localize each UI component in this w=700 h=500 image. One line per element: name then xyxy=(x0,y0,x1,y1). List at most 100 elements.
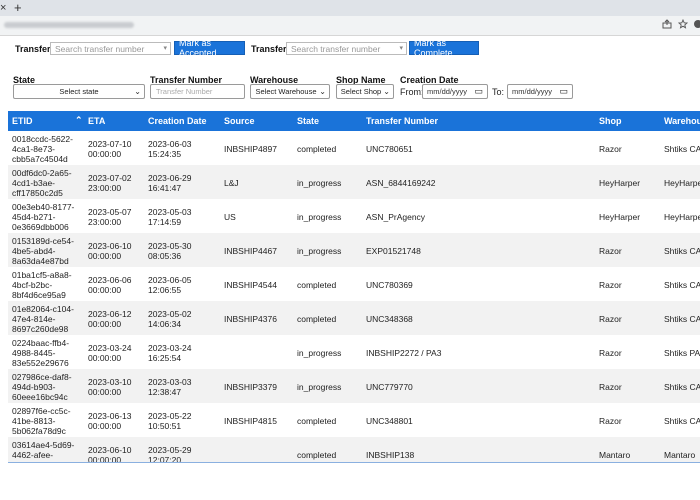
cell-shop: Razor xyxy=(599,348,622,358)
table-row[interactable]: 02897f6e-cc5c- 41be-8813- 5b062fa78d9c 2023… xyxy=(8,403,700,437)
share-icon[interactable] xyxy=(661,19,673,31)
cell-eta: 2023-07-10 xyxy=(88,139,132,149)
cell-transfer-number: UNC780369 xyxy=(366,280,413,290)
cell-transfer-number: INBSHIP138 xyxy=(366,450,415,460)
cell-eta: 2023-06-10 xyxy=(88,445,132,455)
table-row[interactable]: 0224baac-ffb4- 4988-8445- 83e552e29676 2023… xyxy=(8,335,700,369)
cell-warehouse: Shtiks PA1 xyxy=(664,348,700,358)
cell-source: L&J xyxy=(224,178,239,188)
column-header-warehouse[interactable]: Warehouse xyxy=(664,116,700,126)
cell-state: in_progress xyxy=(297,178,342,188)
cell-source: INBSHIP4897 xyxy=(224,144,277,154)
cell-created: 12:38:47 xyxy=(148,387,182,397)
cell-etid: 4be5-abd4- xyxy=(12,246,56,256)
cell-etid: 4988-8445- xyxy=(12,348,56,358)
table-row[interactable]: 0018ccdc-5622- 4ca1-8e73- cbb5a7c4504d 2023… xyxy=(8,131,700,165)
mark-as-accepted-button[interactable]: Mark as Accepted xyxy=(174,38,245,58)
cell-eta: 2023-03-10 xyxy=(88,377,132,387)
cell-etid: 4462-afee- xyxy=(12,450,54,460)
address-bar[interactable] xyxy=(0,16,700,36)
state-select[interactable]: Select state ⌄ xyxy=(13,84,145,99)
cell-eta: 00:00:00 xyxy=(88,353,122,363)
state-select-value: Select state xyxy=(59,87,99,96)
cell-source: US xyxy=(224,212,236,222)
transfer-complete-group: Transfer: xyxy=(251,41,290,56)
from-date-value: mm/dd/yyyy xyxy=(427,87,468,96)
from-date-input[interactable]: mm/dd/yyyy ▭ xyxy=(422,84,488,99)
column-header-creation-date[interactable]: Creation Date xyxy=(148,116,207,126)
table-row[interactable]: 0153189d-ce54- 4be5-abd4- 8a63da4e87bd 2023… xyxy=(8,233,700,267)
cell-source: INBSHIP4467 xyxy=(224,246,277,256)
transfer-accept-search-input[interactable]: Search transfer number ▾ xyxy=(50,42,171,55)
table-row[interactable]: 03614ae4-5d69-4462-afee-88dc502d5b4 2023-… xyxy=(8,437,700,462)
column-header-etid[interactable]: ETID xyxy=(12,116,33,126)
calendar-icon[interactable]: ▭ xyxy=(559,86,568,96)
warehouse-select[interactable]: Select Warehouse ⌄ xyxy=(250,84,330,99)
cell-shop: Razor xyxy=(599,144,622,154)
column-header-transfer-number[interactable]: Transfer Number xyxy=(366,116,439,126)
cell-warehouse: HeyHarper xyxy=(664,178,700,188)
table-row[interactable]: 01e82064-c104- 47e4-814e- 8697c260de98 2023… xyxy=(8,301,700,335)
cell-etid: 00e3eb40-8177- xyxy=(12,202,75,212)
cell-created: 16:25:54 xyxy=(148,353,182,363)
star-icon[interactable] xyxy=(677,18,689,31)
cell-created: 17:14:59 xyxy=(148,217,182,227)
cell-warehouse: Shtiks CA2 xyxy=(664,416,700,426)
cell-eta: 2023-06-13 xyxy=(88,411,132,421)
shop-select[interactable]: Select Shop ⌄ xyxy=(336,84,394,99)
profile-icon[interactable] xyxy=(693,19,700,31)
cell-shop: HeyHarper xyxy=(599,178,641,188)
cell-created: 16:41:47 xyxy=(148,183,182,193)
close-tab-icon[interactable]: × xyxy=(0,2,7,14)
chevron-down-icon: ⌄ xyxy=(319,87,326,96)
cell-eta: 2023-06-06 xyxy=(88,275,132,285)
cell-shop: HeyHarper xyxy=(599,212,641,222)
cell-etid: 0018ccdc-5622- xyxy=(12,134,73,144)
cell-transfer-number: UNC780651 xyxy=(366,144,413,154)
cell-created: 2023-05-22 xyxy=(148,411,192,421)
sort-ascending-icon[interactable]: ⌃ xyxy=(75,115,83,125)
cell-shop: Razor xyxy=(599,314,622,324)
cell-shop: Mantaro xyxy=(599,450,631,460)
search-placeholder: Search transfer number xyxy=(55,43,145,54)
cell-created: 2023-06-03 xyxy=(148,139,192,149)
cell-transfer-number: UNC779770 xyxy=(366,382,413,392)
cell-eta: 00:00:00 xyxy=(88,149,122,159)
transfer-label: Transfer: xyxy=(15,43,54,54)
table-row[interactable]: 01ba1cf5-a8a8- 4bcf-b2bc- 8bf4d6ce95a9 2023… xyxy=(8,267,700,301)
column-header-shop[interactable]: Shop xyxy=(599,116,622,126)
cell-eta: 2023-07-02 xyxy=(88,173,132,183)
shop-select-value: Select Shop xyxy=(340,87,382,96)
cell-created: 2023-06-29 xyxy=(148,173,192,183)
mark-as-complete-button[interactable]: Mark as Complete xyxy=(409,38,479,58)
transfer-complete-search-input[interactable]: Search transfer number ▾ xyxy=(286,42,407,55)
cell-created: 2023-05-02 xyxy=(148,309,192,319)
cell-transfer-number: ASN_PrAgency xyxy=(366,212,426,222)
cell-etid: 8bf4d6ce95a9 xyxy=(12,290,66,300)
cell-etid: 03614ae4-5d69- xyxy=(12,440,75,450)
table-row[interactable]: 00df6dc0-2a65- 4cd1-b3ae-cff17850c2d5 2023… xyxy=(8,165,700,199)
calendar-icon[interactable]: ▭ xyxy=(474,86,483,96)
column-header-source[interactable]: Source xyxy=(224,116,255,126)
transfer-accept-group: Transfer: xyxy=(15,41,54,56)
cell-eta: 2023-06-12 xyxy=(88,309,132,319)
cell-transfer-number: EXP01521748 xyxy=(366,246,421,256)
cell-shop: Razor xyxy=(599,416,622,426)
cell-created: 2023-05-30 xyxy=(148,241,192,251)
cell-etid: 0224baac-ffb4- xyxy=(12,338,70,348)
cell-etid: 0153189d-ce54- xyxy=(12,236,74,246)
dropdown-caret-icon: ▾ xyxy=(163,45,167,52)
cell-etid: cbb5a7c4504d xyxy=(12,154,68,164)
search-placeholder: Search transfer number xyxy=(291,43,381,54)
to-date-input[interactable]: mm/dd/yyyy ▭ xyxy=(507,84,573,99)
table-row[interactable]: 027986ce-daf8- 494d-b903- 60eee16bc94c 2023… xyxy=(8,369,700,403)
chevron-down-icon: ⌄ xyxy=(134,87,141,96)
cell-warehouse: Shtiks CA2 xyxy=(664,280,700,290)
url-text-redacted[interactable] xyxy=(4,22,134,28)
new-tab-icon[interactable]: + xyxy=(14,0,22,15)
cell-state: in_progress xyxy=(297,348,342,358)
column-header-state[interactable]: State xyxy=(297,116,320,126)
transfer-number-input[interactable]: Transfer Number xyxy=(150,84,245,99)
table-row[interactable]: 00e3eb40-8177- 45d4-b271- 0e3669dbb006 2023… xyxy=(8,199,700,233)
column-header-eta[interactable]: ETA xyxy=(88,116,106,126)
